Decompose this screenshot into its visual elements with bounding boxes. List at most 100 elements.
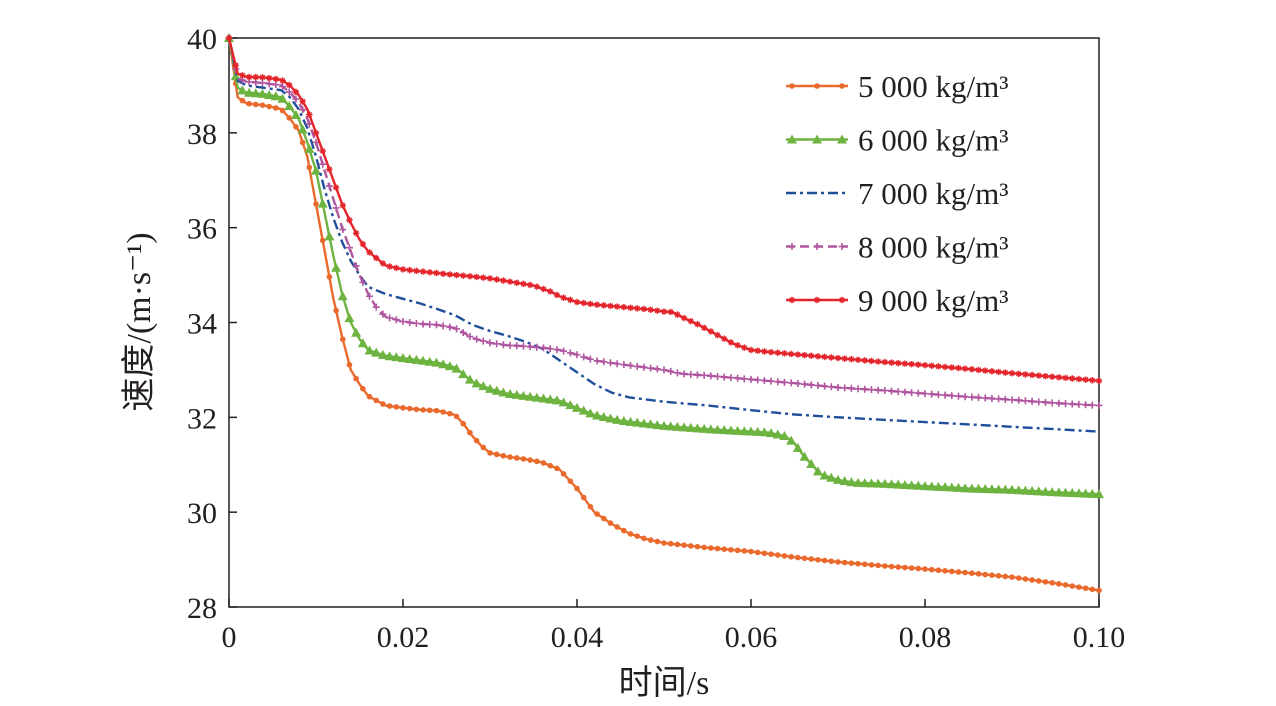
series-marker: [1029, 577, 1035, 583]
series-marker: [948, 364, 955, 371]
series-marker: [1095, 401, 1103, 409]
series-marker: [855, 560, 861, 567]
series-marker: [835, 559, 841, 565]
series-marker: [526, 281, 534, 289]
series-marker: [332, 204, 340, 212]
series-marker: [980, 484, 991, 494]
legend-label: 9 000 kg/m³: [858, 283, 1009, 318]
series-marker: [264, 89, 275, 99]
series-marker: [788, 553, 794, 560]
y-tick-label: 36: [187, 213, 217, 246]
series-marker: [821, 382, 829, 390]
series-marker: [727, 374, 735, 382]
series-marker: [286, 115, 293, 121]
series-marker: [728, 546, 734, 553]
series-marker: [540, 460, 547, 466]
series-marker: [485, 383, 495, 393]
series-marker: [538, 393, 549, 403]
series-marker: [874, 386, 882, 394]
series-marker: [513, 279, 520, 286]
series-marker: [921, 390, 929, 398]
series-marker: [667, 367, 675, 375]
series-marker: [393, 264, 400, 272]
series-marker: [721, 335, 728, 342]
series-marker: [901, 360, 909, 367]
series-marker: [848, 356, 855, 363]
series-marker: [914, 389, 922, 397]
series-marker: [634, 305, 641, 312]
series-marker: [746, 426, 756, 436]
legend-marker: [788, 296, 796, 304]
series-marker: [600, 358, 608, 366]
series-marker: [558, 397, 569, 407]
legend-marker: [789, 83, 795, 89]
series-marker: [406, 318, 414, 326]
series-marker: [727, 339, 735, 346]
series-marker: [1055, 374, 1063, 381]
series-marker: [701, 544, 707, 551]
series-marker: [311, 165, 321, 175]
series-marker: [760, 377, 768, 385]
series-marker: [560, 471, 567, 477]
series-marker: [966, 483, 977, 493]
series-marker: [1053, 487, 1064, 497]
series-marker: [761, 348, 768, 355]
series-marker: [466, 273, 474, 280]
series-marker: [982, 367, 989, 374]
series-marker: [861, 561, 868, 568]
series-marker: [692, 423, 703, 433]
series-marker: [600, 302, 607, 309]
series-marker: [279, 83, 287, 91]
series-marker: [326, 166, 333, 173]
series-marker: [580, 494, 587, 501]
series-marker: [566, 349, 574, 357]
series-marker: [326, 274, 333, 280]
series-marker: [1080, 488, 1091, 498]
series-marker: [279, 107, 286, 114]
series-marker: [679, 422, 690, 432]
series-marker: [406, 405, 413, 412]
series-marker: [299, 106, 307, 114]
series-marker: [592, 410, 603, 420]
series-marker: [366, 393, 373, 400]
series-marker: [332, 184, 340, 191]
series-marker: [1082, 585, 1089, 592]
series-marker: [828, 558, 835, 565]
series-marker: [908, 565, 915, 571]
series-marker: [1002, 573, 1009, 580]
series-marker: [948, 568, 955, 575]
series-marker: [719, 425, 730, 435]
series-marker: [366, 249, 373, 256]
series-marker: [460, 272, 467, 279]
series-marker: [687, 370, 695, 378]
series-marker: [451, 363, 462, 373]
series-marker: [754, 347, 761, 354]
series-marker: [306, 164, 313, 171]
series-marker: [433, 269, 440, 277]
series-marker: [580, 299, 587, 307]
series-marker: [647, 306, 654, 313]
series-5: [225, 34, 1103, 385]
series-marker: [1048, 399, 1056, 407]
series-marker: [446, 323, 454, 331]
series-marker: [973, 483, 984, 493]
series-marker: [386, 403, 393, 409]
series-marker: [612, 414, 623, 424]
series-marker: [995, 573, 1002, 579]
series-marker: [779, 431, 790, 441]
series-marker: [587, 300, 594, 308]
series-marker: [941, 391, 949, 399]
series-marker: [419, 320, 427, 328]
series-marker: [747, 346, 755, 354]
series-marker: [741, 344, 748, 351]
series-marker: [319, 160, 327, 168]
series-marker: [312, 129, 320, 137]
series-marker: [380, 401, 386, 407]
series-marker: [572, 402, 582, 412]
series-marker: [881, 387, 889, 395]
series-marker: [801, 555, 808, 562]
x-tick-label: 0.02: [377, 621, 430, 654]
series-marker: [888, 359, 895, 366]
series-marker: [424, 356, 435, 366]
series-marker: [1022, 371, 1029, 378]
